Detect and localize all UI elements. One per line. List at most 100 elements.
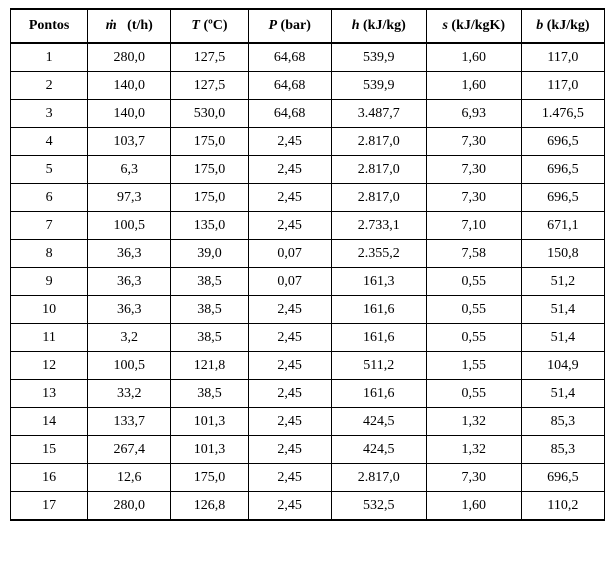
table-cell: 97,3	[88, 184, 171, 212]
col-header-T-symbol: T	[191, 18, 200, 33]
table-cell: 267,4	[88, 436, 171, 464]
table-cell: 10	[11, 296, 88, 324]
header-row: Pontos ṁ (t/h) T (ºC) P (bar)	[11, 9, 605, 43]
table-cell: 133,7	[88, 408, 171, 436]
table-cell: 0,55	[426, 296, 521, 324]
table-row: 697,3175,02,452.817,07,30696,5	[11, 184, 605, 212]
table-cell: 2.355,2	[331, 240, 426, 268]
table-cell: 8	[11, 240, 88, 268]
col-header-T-unit: (ºC)	[203, 18, 227, 33]
col-header-s: s (kJ/kgK)	[426, 9, 521, 43]
col-header-m-symbol: ṁ	[106, 18, 117, 33]
table-cell: 696,5	[521, 184, 604, 212]
table-cell: 64,68	[248, 43, 331, 72]
table-cell: 51,4	[521, 296, 604, 324]
table-cell: 532,5	[331, 492, 426, 521]
col-header-pontos: Pontos	[11, 9, 88, 43]
table-cell: 2.733,1	[331, 212, 426, 240]
col-header-s-symbol: s	[442, 18, 447, 33]
table-cell: 7,10	[426, 212, 521, 240]
table-cell: 1	[11, 43, 88, 72]
table-cell: 38,5	[171, 268, 248, 296]
table-cell: 1,32	[426, 408, 521, 436]
table-row: 3140,0530,064,683.487,76,931.476,5	[11, 100, 605, 128]
table-cell: 110,2	[521, 492, 604, 521]
table-cell: 511,2	[331, 352, 426, 380]
table-row: 1280,0127,564,68539,91,60117,0	[11, 43, 605, 72]
table-row: 17280,0126,82,45532,51,60110,2	[11, 492, 605, 521]
table-cell: 2.817,0	[331, 464, 426, 492]
table-cell: 33,2	[88, 380, 171, 408]
table-cell: 1,60	[426, 43, 521, 72]
col-header-m-unit: (t/h)	[127, 18, 153, 33]
table-cell: 7,30	[426, 464, 521, 492]
col-header-h: h (kJ/kg)	[331, 9, 426, 43]
table-row: 4103,7175,02,452.817,07,30696,5	[11, 128, 605, 156]
table-cell: 2,45	[248, 380, 331, 408]
table-cell: 51,2	[521, 268, 604, 296]
table-cell: 0,55	[426, 324, 521, 352]
table-cell: 126,8	[171, 492, 248, 521]
table-cell: 5	[11, 156, 88, 184]
table-cell: 104,9	[521, 352, 604, 380]
table-cell: 2	[11, 72, 88, 100]
table-cell: 12,6	[88, 464, 171, 492]
table-cell: 135,0	[171, 212, 248, 240]
col-header-b-symbol: b	[536, 18, 543, 33]
table-cell: 6	[11, 184, 88, 212]
table-row: 936,338,50,07161,30,5551,2	[11, 268, 605, 296]
table-cell: 2.817,0	[331, 184, 426, 212]
table-cell: 14	[11, 408, 88, 436]
table-cell: 2,45	[248, 296, 331, 324]
table-cell: 424,5	[331, 436, 426, 464]
table-cell: 103,7	[88, 128, 171, 156]
col-header-s-unit: (kJ/kgK)	[451, 18, 505, 33]
col-header-h-symbol: h	[352, 18, 360, 33]
table-cell: 100,5	[88, 212, 171, 240]
table-cell: 3.487,7	[331, 100, 426, 128]
table-cell: 7,30	[426, 128, 521, 156]
table-cell: 7,30	[426, 184, 521, 212]
table-cell: 696,5	[521, 128, 604, 156]
col-header-P-unit: (bar)	[281, 18, 311, 33]
table-cell: 175,0	[171, 464, 248, 492]
table-cell: 2.817,0	[331, 128, 426, 156]
table-cell: 2,45	[248, 324, 331, 352]
table-cell: 3,2	[88, 324, 171, 352]
table-cell: 1.476,5	[521, 100, 604, 128]
table-cell: 64,68	[248, 100, 331, 128]
table-cell: 175,0	[171, 128, 248, 156]
col-header-pontos-label: Pontos	[29, 18, 69, 33]
table-cell: 175,0	[171, 184, 248, 212]
table-cell: 0,07	[248, 240, 331, 268]
col-header-h-unit: (kJ/kg)	[363, 18, 406, 33]
table-cell: 12	[11, 352, 88, 380]
table-row: 1333,238,52,45161,60,5551,4	[11, 380, 605, 408]
table-cell: 51,4	[521, 380, 604, 408]
table-cell: 161,6	[331, 324, 426, 352]
table-row: 7100,5135,02,452.733,17,10671,1	[11, 212, 605, 240]
table-cell: 15	[11, 436, 88, 464]
table-cell: 85,3	[521, 436, 604, 464]
table-row: 12100,5121,82,45511,21,55104,9	[11, 352, 605, 380]
table-cell: 85,3	[521, 408, 604, 436]
table-cell: 16	[11, 464, 88, 492]
table-cell: 51,4	[521, 324, 604, 352]
table-cell: 0,55	[426, 268, 521, 296]
table-cell: 280,0	[88, 492, 171, 521]
table-header: Pontos ṁ (t/h) T (ºC) P (bar)	[11, 9, 605, 43]
table-cell: 1,55	[426, 352, 521, 380]
table-cell: 6,93	[426, 100, 521, 128]
table-row: 15267,4101,32,45424,51,3285,3	[11, 436, 605, 464]
table-cell: 696,5	[521, 156, 604, 184]
table-cell: 100,5	[88, 352, 171, 380]
table-cell: 7	[11, 212, 88, 240]
table-cell: 36,3	[88, 296, 171, 324]
table-cell: 11	[11, 324, 88, 352]
table-cell: 2.817,0	[331, 156, 426, 184]
table-cell: 127,5	[171, 72, 248, 100]
col-header-P-symbol: P	[268, 18, 277, 33]
table-cell: 150,8	[521, 240, 604, 268]
table-row: 2140,0127,564,68539,91,60117,0	[11, 72, 605, 100]
table-cell: 2,45	[248, 464, 331, 492]
